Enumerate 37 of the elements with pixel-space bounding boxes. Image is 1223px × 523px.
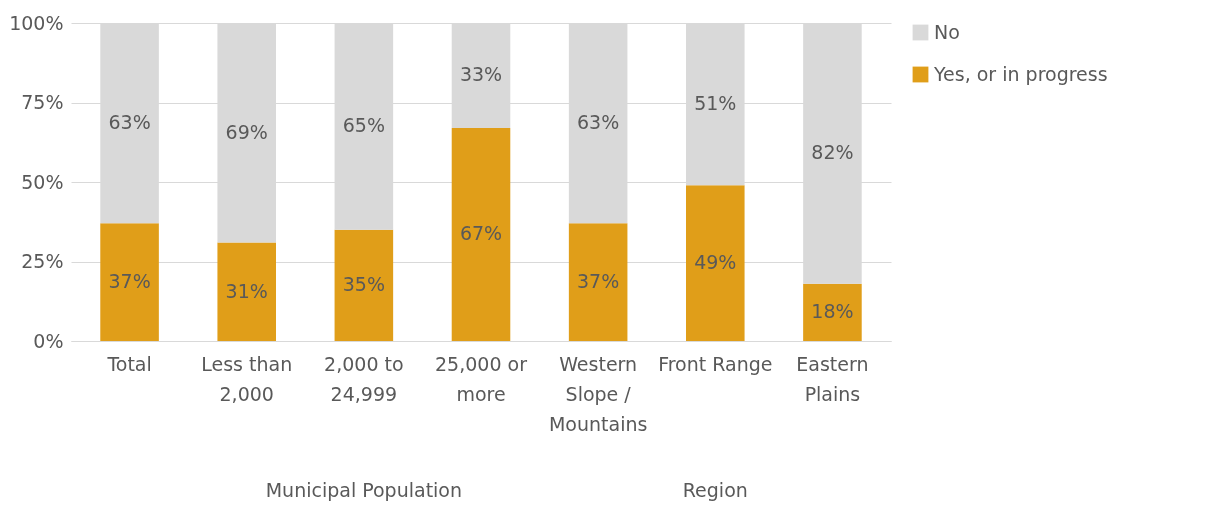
text: 82% xyxy=(811,141,854,164)
bar xyxy=(568,223,628,341)
x-tick-label: 25,000 or more xyxy=(435,352,528,405)
y-tick-label: 50% xyxy=(21,170,64,193)
text: 35% xyxy=(342,273,385,296)
text: 49% xyxy=(694,251,737,274)
y-tick-label: 75% xyxy=(21,91,64,113)
x-tick-label: 2,000 to 24,999 xyxy=(324,352,404,405)
text: 18% xyxy=(811,300,854,323)
bar xyxy=(217,242,276,341)
y-tick-label: 0% xyxy=(33,329,64,352)
text: 63% xyxy=(108,111,151,134)
bar xyxy=(686,185,745,341)
x-tick-label: Eastern Plains xyxy=(796,352,869,405)
text: 67% xyxy=(459,222,503,245)
text: 51% xyxy=(694,92,737,115)
text: 69% xyxy=(225,120,268,143)
x-tick-label: Front Range xyxy=(658,352,773,375)
text: Municipal Population xyxy=(265,479,463,501)
text: 63% xyxy=(577,111,620,134)
text: 31% xyxy=(225,279,268,302)
text: Region xyxy=(682,479,748,501)
bar xyxy=(803,283,862,341)
legend-label: No xyxy=(934,20,960,43)
text: 65% xyxy=(342,114,385,137)
y-tick-label: 25% xyxy=(21,250,64,272)
x-tick-label: Less than 2,000 xyxy=(201,352,293,405)
text: 37% xyxy=(577,270,620,293)
bar xyxy=(100,223,159,341)
bar xyxy=(451,127,511,341)
x-tick-label: Western Slope / Mountains xyxy=(548,352,648,435)
y-tick-label: 100% xyxy=(9,11,64,34)
bar xyxy=(334,229,394,341)
legend-label: Yes, or in progress xyxy=(933,62,1108,85)
x-tick-label: Total xyxy=(106,352,152,375)
text: 33% xyxy=(459,63,503,86)
text: 37% xyxy=(108,270,151,293)
